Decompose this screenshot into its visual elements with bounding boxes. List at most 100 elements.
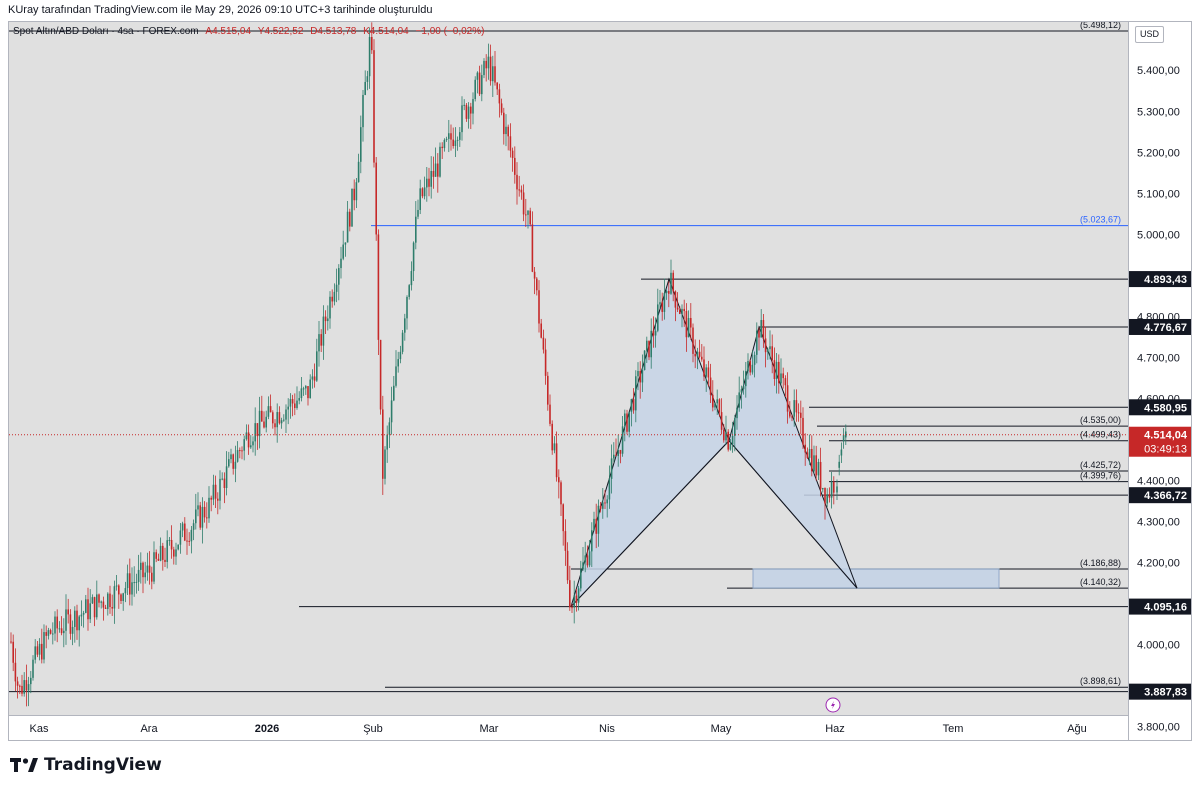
candle-body: [118, 585, 120, 595]
tradingview-brand[interactable]: TradingView: [10, 755, 162, 775]
candle-body: [826, 494, 828, 504]
candle: [507, 124, 509, 151]
candle-body: [243, 439, 245, 451]
candle: [19, 684, 21, 695]
candle-body: [263, 421, 265, 428]
candle: [725, 415, 727, 445]
price-label-text: 4.366,72: [1144, 490, 1187, 502]
candle: [153, 541, 155, 585]
candle-body: [419, 188, 421, 210]
candle: [505, 114, 507, 147]
candle: [716, 389, 718, 415]
candle-body: [679, 309, 681, 314]
candle: [786, 372, 789, 424]
candle: [82, 610, 85, 628]
candle-body: [434, 163, 437, 177]
candle-body: [736, 407, 738, 419]
candle: [639, 361, 641, 399]
x-tick-label: Tem: [943, 723, 964, 735]
candle-body: [126, 573, 129, 589]
candle-body: [397, 359, 399, 367]
candle: [452, 127, 454, 149]
candle: [637, 362, 639, 391]
candle-body: [289, 399, 292, 407]
candle: [782, 367, 784, 389]
candle-body: [102, 601, 105, 608]
candle: [661, 292, 663, 321]
harmonic-triangle-xab[interactable]: [570, 277, 730, 607]
lightning-icon-bolt: [831, 701, 835, 709]
candle-body: [696, 351, 699, 357]
candle: [560, 480, 562, 516]
candle: [692, 323, 694, 363]
candle: [615, 438, 617, 457]
candle: [610, 444, 613, 494]
candle-body: [797, 412, 800, 414]
candle: [593, 511, 595, 532]
candle-body: [267, 406, 270, 417]
candle: [250, 435, 252, 450]
candle: [384, 446, 386, 485]
candle-body: [608, 478, 611, 500]
harmonic-bd-line: [728, 440, 858, 589]
candle: [432, 156, 435, 189]
candle-body: [406, 296, 408, 319]
currency-selector[interactable]: USD: [1135, 26, 1165, 43]
candle: [280, 417, 283, 429]
candle: [538, 280, 540, 333]
candle-body: [318, 334, 320, 352]
candle-body: [153, 552, 155, 582]
price-axis[interactable]: USD 5.400,00 5.300,00 5.200,00 5.100,00 5.00…: [1128, 22, 1191, 740]
candle: [459, 127, 461, 147]
candle-body: [613, 454, 615, 459]
candle-body: [828, 494, 831, 498]
candle: [342, 230, 344, 261]
candle: [335, 268, 338, 303]
candle-body: [82, 612, 85, 615]
time-axis[interactable]: Kas Ara 2026 Şub Mar Nis May Haz Tem Ağu: [9, 715, 1128, 740]
candle: [734, 414, 736, 452]
candle: [775, 352, 778, 394]
candle-body: [687, 317, 690, 338]
time-axis-labels: Kas Ara 2026 Şub Mar Nis May Haz Tem Ağu: [30, 723, 1087, 735]
x-tick-label: Mar: [480, 723, 499, 735]
lightning-icon[interactable]: [825, 697, 841, 713]
candle: [714, 403, 716, 411]
candle-body: [619, 450, 622, 454]
symbol-legend: Spot Altın/ABD Doları · 4sa · FOREX.com …: [13, 26, 484, 38]
candle-body: [804, 444, 806, 453]
candle: [828, 487, 831, 503]
candle: [729, 438, 732, 451]
candle: [595, 503, 597, 549]
y-tick-label: 5.200,00: [1137, 147, 1180, 159]
candle-body: [531, 224, 534, 272]
candle-body: [199, 505, 201, 528]
candle: [747, 353, 749, 380]
candle-body: [584, 555, 586, 563]
candle: [681, 304, 683, 328]
candle-body: [58, 628, 61, 630]
candle-body: [122, 593, 124, 601]
candle-body: [417, 209, 419, 217]
candle: [707, 360, 710, 387]
candle: [289, 393, 292, 419]
candle: [54, 611, 56, 641]
plot-area[interactable]: (5.498,12) (5.023,67) (4.535,00) (4.499,43)…: [9, 22, 1128, 715]
candle-body: [179, 530, 182, 545]
candle-body: [670, 272, 672, 294]
price-label: 3.887,83: [1129, 683, 1191, 700]
candle: [390, 386, 393, 435]
candle-body: [89, 603, 91, 620]
brand-name: TradingView: [44, 755, 162, 775]
candle: [16, 676, 19, 699]
candle-body: [93, 597, 96, 618]
candle: [494, 51, 496, 86]
candle: [753, 351, 756, 378]
candle-body: [67, 609, 69, 615]
target-zone[interactable]: [752, 568, 1000, 589]
candle-body: [718, 399, 721, 413]
candle-body: [703, 359, 705, 377]
candle-body: [709, 377, 712, 395]
candle: [606, 495, 608, 518]
candle-body: [349, 211, 351, 227]
